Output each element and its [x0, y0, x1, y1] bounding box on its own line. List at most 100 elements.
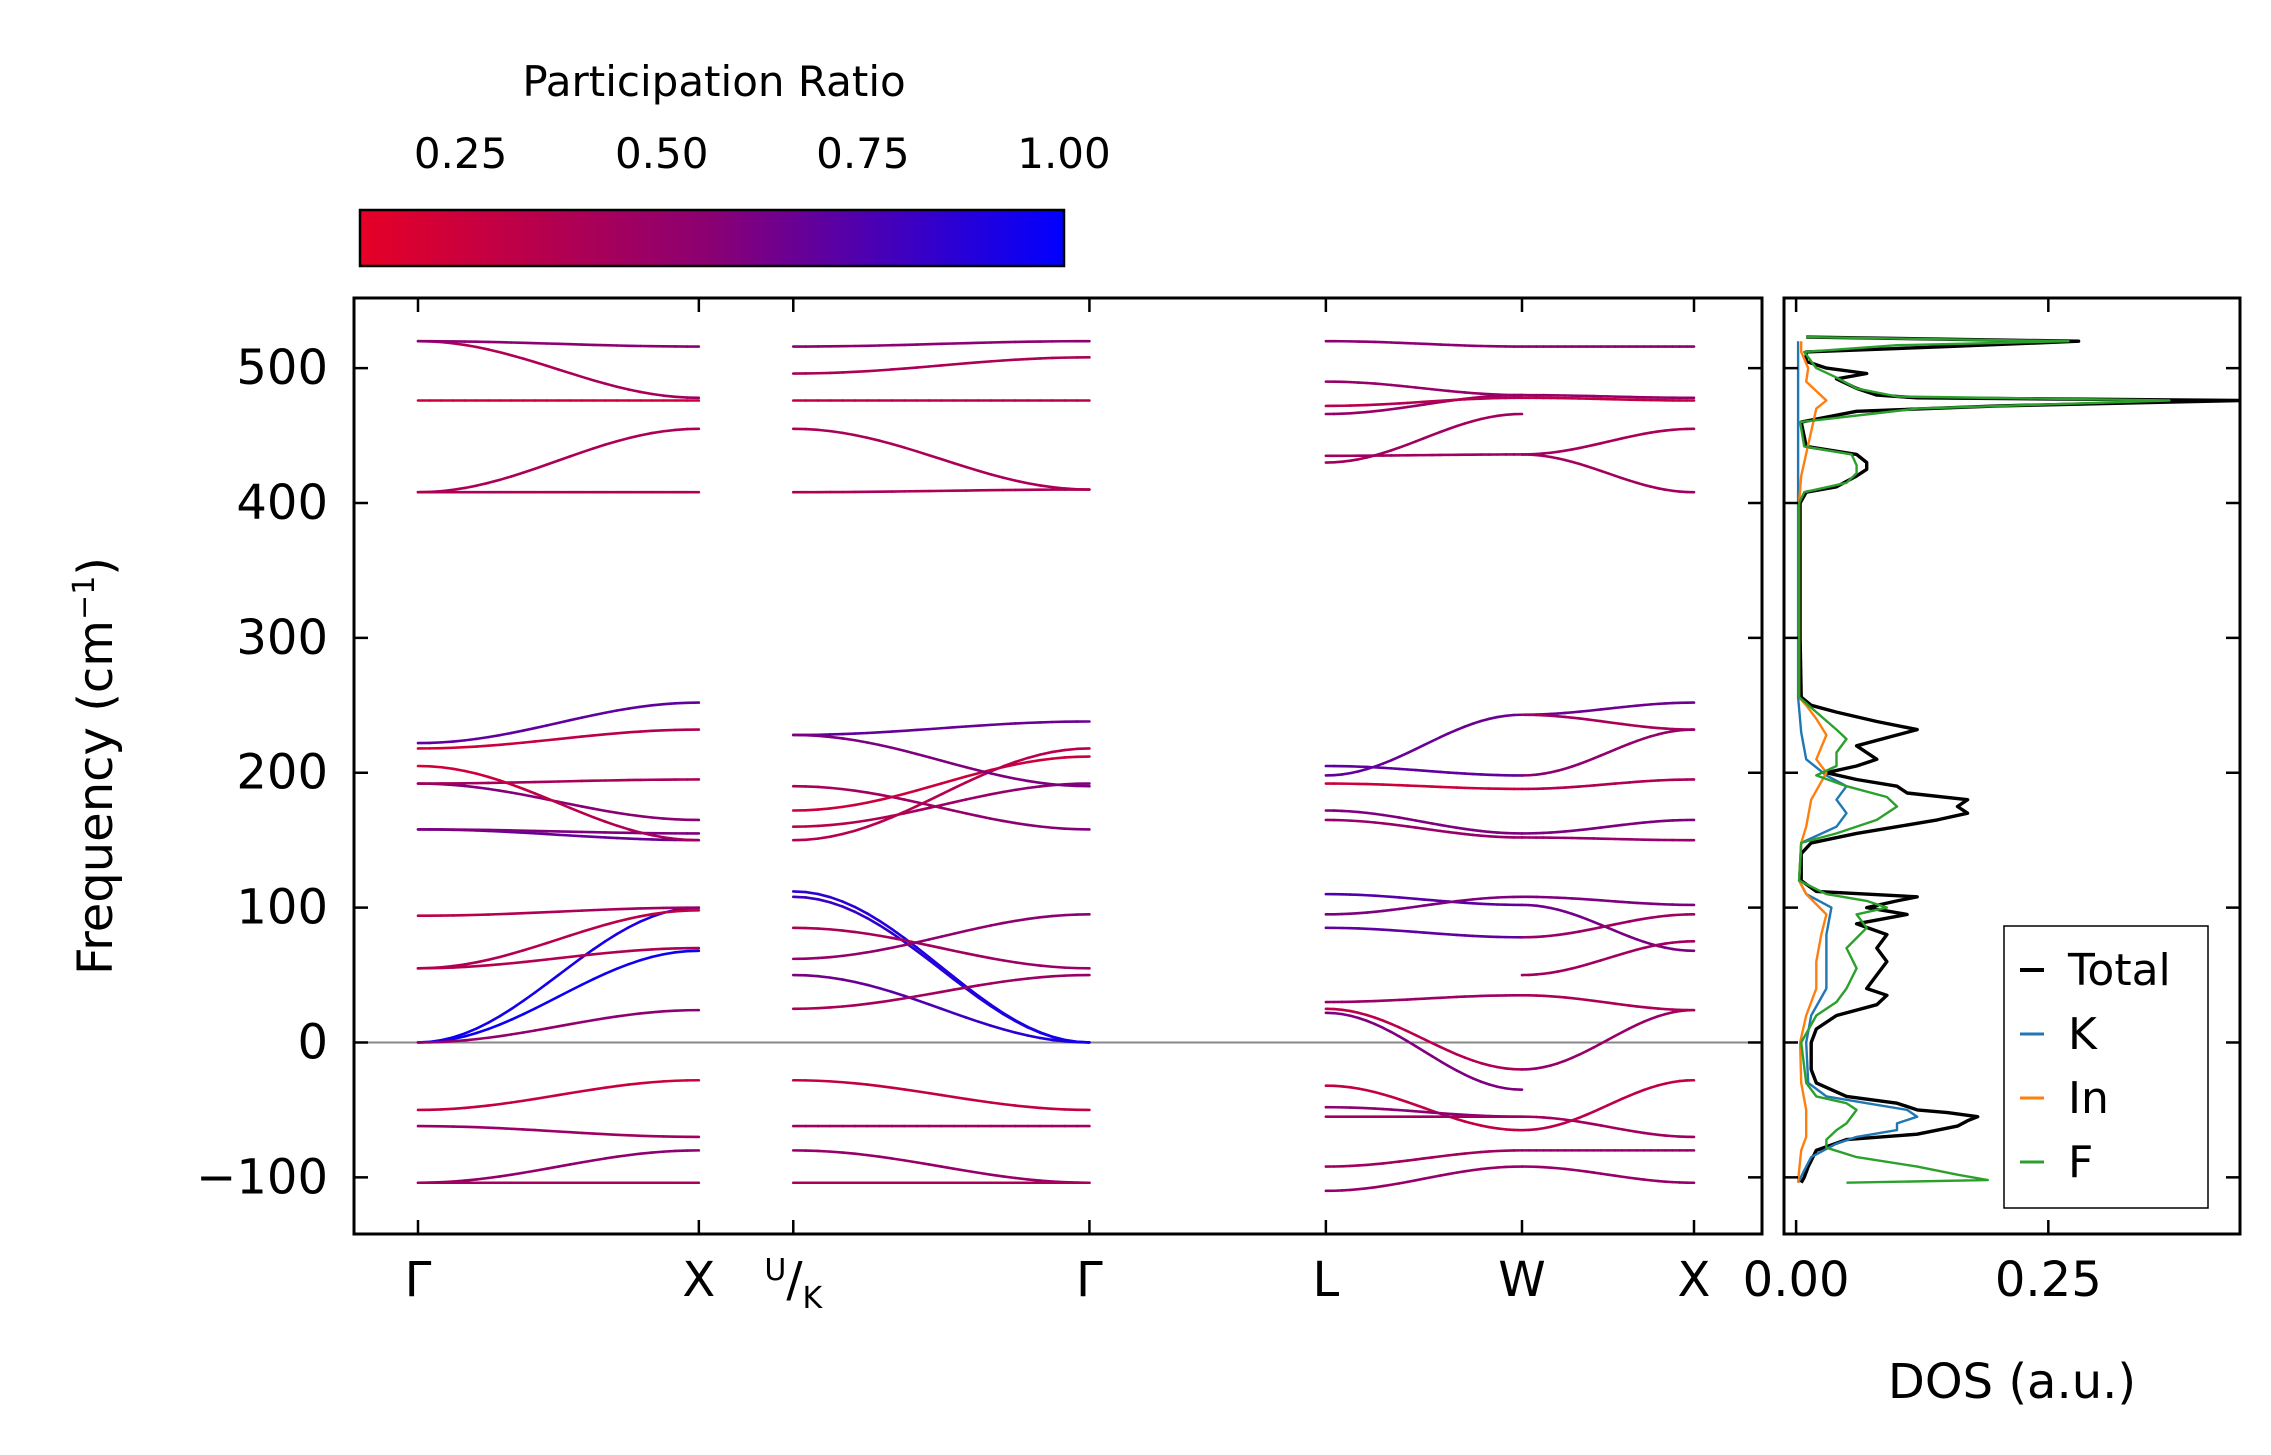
phonon-branch-piece: [603, 809, 619, 815]
phonon-branch-piece: [964, 926, 980, 933]
phonon-branch-piece: [451, 1179, 467, 1183]
phonon-branch-piece: [952, 1011, 968, 1019]
phonon-branch-piece: [498, 742, 513, 747]
phonon-branch-piece: [568, 371, 584, 379]
phonon-branch-piece: [533, 1027, 549, 1032]
phonon-branch-piece: [1349, 770, 1360, 775]
dos-x-tick-label: 0.00: [1743, 1252, 1850, 1308]
phonon-branch-piece: [816, 807, 832, 811]
phonon-branch-piece: [1414, 743, 1426, 751]
phonon-branch-piece: [853, 951, 869, 956]
phonon-branch-piece: [1389, 446, 1401, 452]
phonon-branch-piece: [615, 1083, 630, 1088]
phonon-branch-piece: [463, 745, 478, 749]
phonon-branch-piece: [545, 721, 560, 727]
phonon-branch-piece: [1455, 831, 1467, 836]
phonon-branch: [1520, 1008, 1696, 1071]
phonon-branch: [1324, 453, 1524, 458]
phonon-branch-piece: [866, 1153, 881, 1159]
phonon-branch-piece: [866, 1000, 881, 1006]
phonon-branch-piece: [878, 730, 894, 734]
phonon-branch-piece: [1430, 828, 1442, 833]
phonon-branch-piece: [804, 785, 820, 789]
phonon-branch-piece: [816, 1149, 832, 1153]
phonon-branch-piece: [533, 463, 549, 471]
phonon-branch-piece: [1063, 1040, 1079, 1044]
phonon-branch-piece: [533, 1095, 549, 1101]
phonon-branch: [416, 701, 701, 745]
phonon-branch: [791, 1149, 1091, 1185]
phonon-branch-piece: [1038, 914, 1054, 919]
phonon-branch: [1520, 393, 1696, 400]
phonon-branch-piece: [1365, 1185, 1377, 1190]
phonon-branch-piece: [940, 363, 955, 367]
band-x-tick-label: W: [1498, 1252, 1545, 1308]
phonon-branch-piece: [1406, 825, 1418, 829]
phonon-branch-piece: [1349, 1009, 1360, 1015]
phonon-branch-piece: [1063, 487, 1079, 491]
phonon-branch-piece: [662, 909, 677, 914]
phonon-branch-piece: [627, 828, 642, 834]
phonon-branch-piece: [952, 762, 968, 769]
phonon-branch-piece: [853, 1152, 869, 1157]
phonon-branch-piece: [1001, 959, 1017, 964]
phonon-branch-piece: [964, 1097, 980, 1103]
phonon-branch-piece: [1471, 897, 1483, 901]
phonon-branch-piece: [568, 451, 584, 458]
phonon-branch-piece: [557, 833, 572, 837]
phonon-branch-piece: [522, 787, 537, 795]
dos-x-tick-label: 0.25: [1995, 1252, 2102, 1308]
phonon-branch-piece: [639, 814, 654, 819]
phonon-branch-piece: [533, 910, 549, 915]
band-y-tick-label: 500: [236, 340, 328, 396]
phonon-branch-piece: [533, 724, 549, 730]
phonon-branch-piece: [627, 958, 642, 966]
phonon-branch-piece: [1001, 919, 1017, 925]
phonon-branch-piece: [1357, 810, 1369, 815]
phonon-branch-piece: [1430, 1174, 1442, 1179]
phonon-branch-piece: [1389, 755, 1401, 762]
phonon-branch-piece: [1406, 1158, 1418, 1162]
phonon-branch-piece: [1014, 786, 1030, 792]
phonon-branch-piece: [866, 791, 881, 796]
phonon-branch-piece: [915, 949, 931, 962]
phonon-branch-piece: [927, 453, 943, 461]
phonon-branch: [416, 427, 701, 494]
phonon-branch-piece: [1398, 767, 1409, 771]
phonon-branch-piece: [1447, 389, 1458, 394]
phonon-branch-piece: [1026, 357, 1042, 361]
phonon-branch-piece: [866, 1083, 881, 1088]
phonon-branch-piece: [475, 481, 490, 487]
phonon-branch-piece: [890, 1086, 906, 1091]
phonon-branch-piece: [615, 917, 630, 923]
phonon-branch-piece: [1488, 1064, 1499, 1069]
phonon-branch-piece: [927, 1163, 943, 1168]
phonon-branch-piece: [592, 733, 607, 737]
dos-curves: [1796, 335, 2240, 1184]
phonon-branch-piece: [533, 1128, 549, 1133]
phonon-branch-piece: [915, 998, 931, 1006]
phonon-branch-piece: [592, 1157, 607, 1162]
phonon-branch-piece: [940, 787, 955, 796]
band-x-tick-label: L: [1312, 1252, 1339, 1308]
phonon-branch-piece: [463, 961, 478, 966]
phonon-branch-piece: [498, 1018, 513, 1026]
phonon-branch-piece: [1389, 767, 1401, 771]
phonon-branch-piece: [1398, 816, 1409, 821]
phonon-branch-piece: [1357, 456, 1369, 461]
phonon-branch-piece: [952, 781, 968, 790]
phonon-branch-piece: [927, 935, 943, 941]
phonon-branch-piece: [1438, 900, 1450, 905]
ylabel-base: Frequency (cm: [68, 620, 124, 975]
phonon-branch-piece: [878, 1084, 894, 1089]
phonon-branch-piece: [878, 743, 894, 750]
phonon-branch-piece: [1389, 383, 1401, 388]
phonon-branch-piece: [1381, 407, 1393, 412]
phonon-branch: [416, 728, 701, 750]
phonon-branch: [1324, 764, 1524, 777]
phonon-branch-piece: [662, 1149, 677, 1153]
phonon-branch-piece: [1365, 381, 1377, 385]
phonon-branch-piece: [522, 991, 537, 1003]
phonon-branch-piece: [878, 814, 894, 820]
